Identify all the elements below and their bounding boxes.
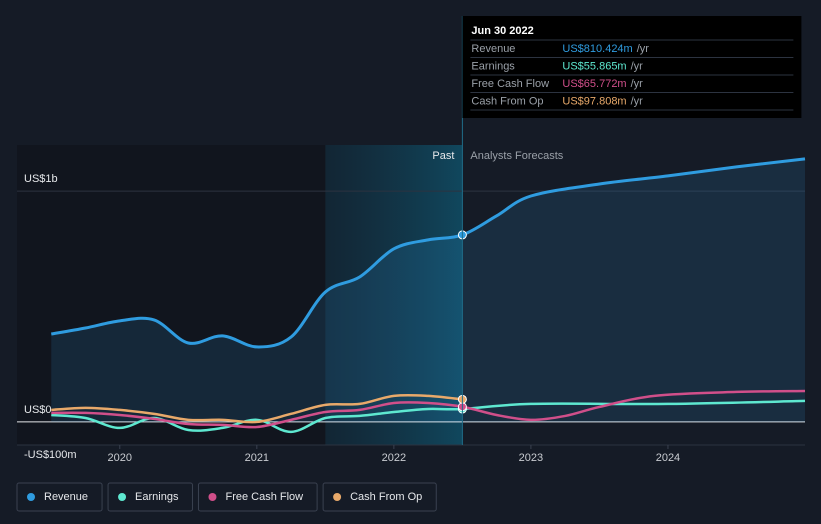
legend-swatch	[333, 493, 342, 501]
legend-swatch	[27, 493, 35, 501]
legend-box	[197, 482, 318, 512]
legend-label: Revenue	[44, 491, 88, 503]
series-line	[51, 399, 806, 434]
tooltip-date: Jun 30 2022	[471, 25, 533, 37]
legend-label: Earnings	[135, 491, 179, 503]
y-tick-label: US$0	[24, 404, 52, 416]
legend-box	[16, 482, 103, 512]
legend-item[interactable]: Earnings	[107, 482, 193, 512]
legend-item[interactable]: Free Cash Flow	[197, 482, 318, 512]
legend-swatch	[118, 493, 127, 501]
tooltip-unit: /yr	[637, 43, 650, 55]
tooltip-label: Cash From Op	[471, 95, 543, 107]
series-line	[51, 389, 806, 429]
tooltip-label: Free Cash Flow	[471, 78, 549, 90]
x-tick-label: 2024	[656, 452, 680, 464]
x-tick-label: 2021	[245, 452, 269, 464]
tooltip-value: US$97.808m	[562, 95, 626, 107]
history-background	[17, 145, 326, 445]
legend-swatch	[208, 493, 217, 501]
tooltip-unit: /yr	[631, 78, 644, 90]
legend-label: Free Cash Flow	[225, 491, 303, 503]
past-label: Past	[432, 150, 454, 162]
tooltip-label: Revenue	[471, 43, 515, 55]
tooltip-unit: /yr	[631, 95, 644, 107]
legend-label: Cash From Op	[350, 491, 422, 503]
tooltip-value: US$65.772m	[562, 78, 626, 90]
series-line	[51, 393, 463, 424]
forecast-label: Analysts Forecasts	[470, 150, 563, 162]
legend-item[interactable]: Revenue	[16, 482, 103, 512]
tooltip-value: US$55.865m	[562, 60, 626, 72]
legend-box	[107, 482, 193, 512]
tooltip-unit: /yr	[631, 60, 644, 72]
x-tick-label: 2020	[108, 452, 132, 464]
x-tick-label: 2023	[519, 452, 543, 464]
tooltip-value: US$810.424m	[562, 43, 632, 55]
tooltip-label: Earnings	[471, 60, 515, 72]
series-line	[51, 157, 806, 349]
y-tick-label: -US$100m	[24, 449, 77, 461]
x-tick-label: 2022	[382, 452, 406, 464]
y-tick-label: US$1b	[24, 173, 58, 185]
legend-box	[322, 482, 437, 512]
tooltip	[462, 16, 802, 118]
legend-item[interactable]: Cash From Op	[322, 482, 437, 512]
revenue-area	[51, 158, 806, 422]
